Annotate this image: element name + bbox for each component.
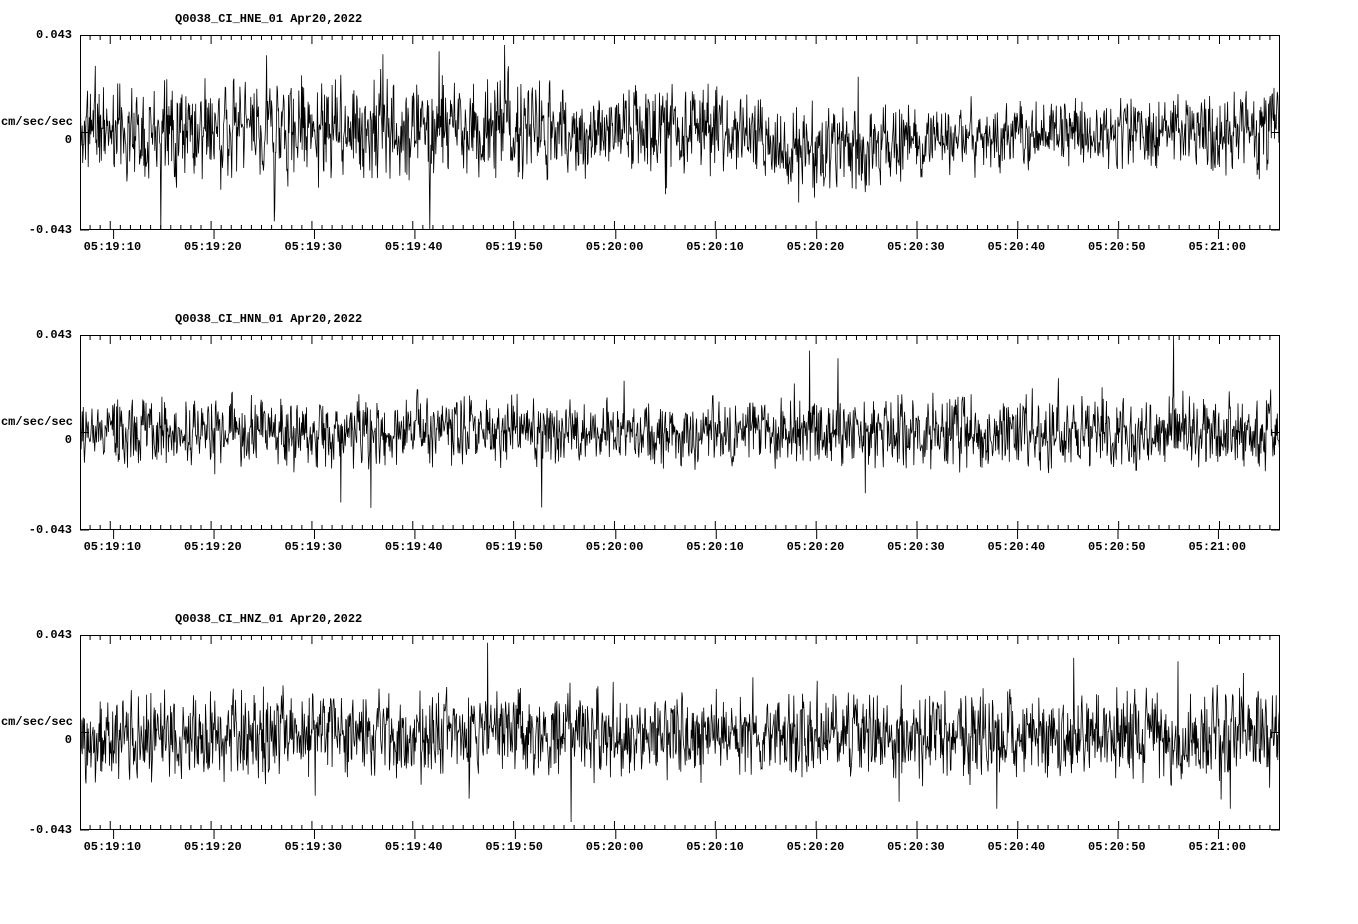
plot-area: [80, 335, 1280, 550]
x-tick-label: 05:20:10: [686, 540, 744, 554]
x-tick-label: 05:20:40: [988, 840, 1046, 854]
panel-title: Q0038_CI_HNN_01 Apr20,2022: [175, 312, 362, 326]
waveform-panel-2: Q0038_CI_HNZ_01 Apr20,2022 cm/sec/sec 0.04…: [0, 610, 1358, 875]
x-tick-label: 05:19:40: [385, 840, 443, 854]
page-root: Q0038_CI_HNE_01 Apr20,2022 cm/sec/sec 0.04…: [0, 0, 1358, 924]
y-tick-label: 0.043: [0, 628, 72, 642]
x-tick-label: 05:20:10: [686, 840, 744, 854]
y-axis-label: cm/sec/sec: [0, 715, 73, 729]
waveform-panel-1: Q0038_CI_HNN_01 Apr20,2022 cm/sec/sec 0.04…: [0, 310, 1358, 575]
panel-title: Q0038_CI_HNZ_01 Apr20,2022: [175, 612, 362, 626]
y-tick-label: -0.043: [0, 223, 72, 237]
panel-title: Q0038_CI_HNE_01 Apr20,2022: [175, 12, 362, 26]
y-tick-label: 0: [0, 433, 72, 447]
x-tick-label: 05:20:00: [586, 240, 644, 254]
x-tick-label: 05:20:00: [586, 840, 644, 854]
x-tick-label: 05:19:30: [284, 540, 342, 554]
x-tick-label: 05:20:30: [887, 240, 945, 254]
x-tick-label: 05:19:40: [385, 540, 443, 554]
y-axis-label: cm/sec/sec: [0, 415, 73, 429]
x-tick-label: 05:20:20: [787, 840, 845, 854]
plot-area: [80, 35, 1280, 250]
x-tick-label: 05:20:20: [787, 540, 845, 554]
x-tick-label: 05:21:00: [1188, 240, 1246, 254]
y-tick-label: 0: [0, 733, 72, 747]
y-tick-label: 0.043: [0, 328, 72, 342]
x-tick-label: 05:19:10: [84, 540, 142, 554]
waveform-trace: [80, 45, 1280, 230]
y-axis-label: cm/sec/sec: [0, 115, 73, 129]
x-tick-label: 05:20:30: [887, 840, 945, 854]
y-tick-label: -0.043: [0, 823, 72, 837]
x-tick-label: 05:19:50: [485, 240, 543, 254]
x-tick-label: 05:19:50: [485, 540, 543, 554]
x-tick-label: 05:20:50: [1088, 840, 1146, 854]
x-tick-label: 05:20:50: [1088, 240, 1146, 254]
x-tick-label: 05:19:30: [284, 840, 342, 854]
waveform-panel-0: Q0038_CI_HNE_01 Apr20,2022 cm/sec/sec 0.04…: [0, 10, 1358, 275]
x-tick-label: 05:20:50: [1088, 540, 1146, 554]
y-tick-label: 0: [0, 133, 72, 147]
y-tick-label: -0.043: [0, 523, 72, 537]
x-tick-label: 05:20:40: [988, 540, 1046, 554]
x-tick-label: 05:19:50: [485, 840, 543, 854]
x-tick-label: 05:19:30: [284, 240, 342, 254]
plot-area: [80, 635, 1280, 850]
x-tick-label: 05:20:00: [586, 540, 644, 554]
waveform-trace: [80, 643, 1280, 822]
x-tick-label: 05:20:30: [887, 540, 945, 554]
x-tick-label: 05:21:00: [1188, 840, 1246, 854]
x-tick-label: 05:19:10: [84, 840, 142, 854]
x-tick-label: 05:20:20: [787, 240, 845, 254]
x-tick-label: 05:19:20: [184, 540, 242, 554]
x-tick-label: 05:21:00: [1188, 540, 1246, 554]
x-tick-label: 05:19:40: [385, 240, 443, 254]
x-tick-label: 05:19:20: [184, 840, 242, 854]
x-tick-label: 05:20:40: [988, 240, 1046, 254]
x-tick-label: 05:20:10: [686, 240, 744, 254]
x-tick-label: 05:19:10: [84, 240, 142, 254]
waveform-trace: [80, 335, 1280, 508]
y-tick-label: 0.043: [0, 28, 72, 42]
x-tick-label: 05:19:20: [184, 240, 242, 254]
